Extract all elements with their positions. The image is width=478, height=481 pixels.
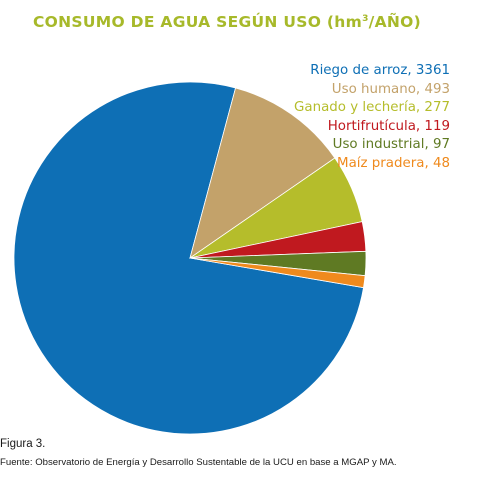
chart-title-main: CONSUMO DE AGUA SEGÚN USO (hm [33,13,363,31]
figure-caption: Figura 3. [0,438,46,450]
chart-title-superscript: 3 [362,13,369,24]
legend-item-horti: Hortifrutícula, 119 [327,118,450,134]
legend-item-maiz: Maíz pradera, 48 [337,155,450,171]
pie-slice-riego [13,81,364,435]
legend-item-industrial: Uso industrial, 97 [332,137,450,153]
legend-item-ganado: Ganado y lechería, 277 [294,100,450,116]
pie-slice-maiz [189,257,366,289]
chart-title: CONSUMO DE AGUA SEGÚN USO (hm3/AÑO) [33,13,421,31]
legend: Riego de arroz, 3361 Uso humano, 493 Gan… [294,62,450,174]
legend-item-riego: Riego de arroz, 3361 [310,63,450,78]
chart-title-end: /AÑO) [368,13,422,31]
legend-item-humano: Uso humano, 493 [331,81,450,97]
figure-source: Fuente: Observatorio de Energía y Desarr… [0,457,397,468]
pie-slice-humano [189,87,336,259]
